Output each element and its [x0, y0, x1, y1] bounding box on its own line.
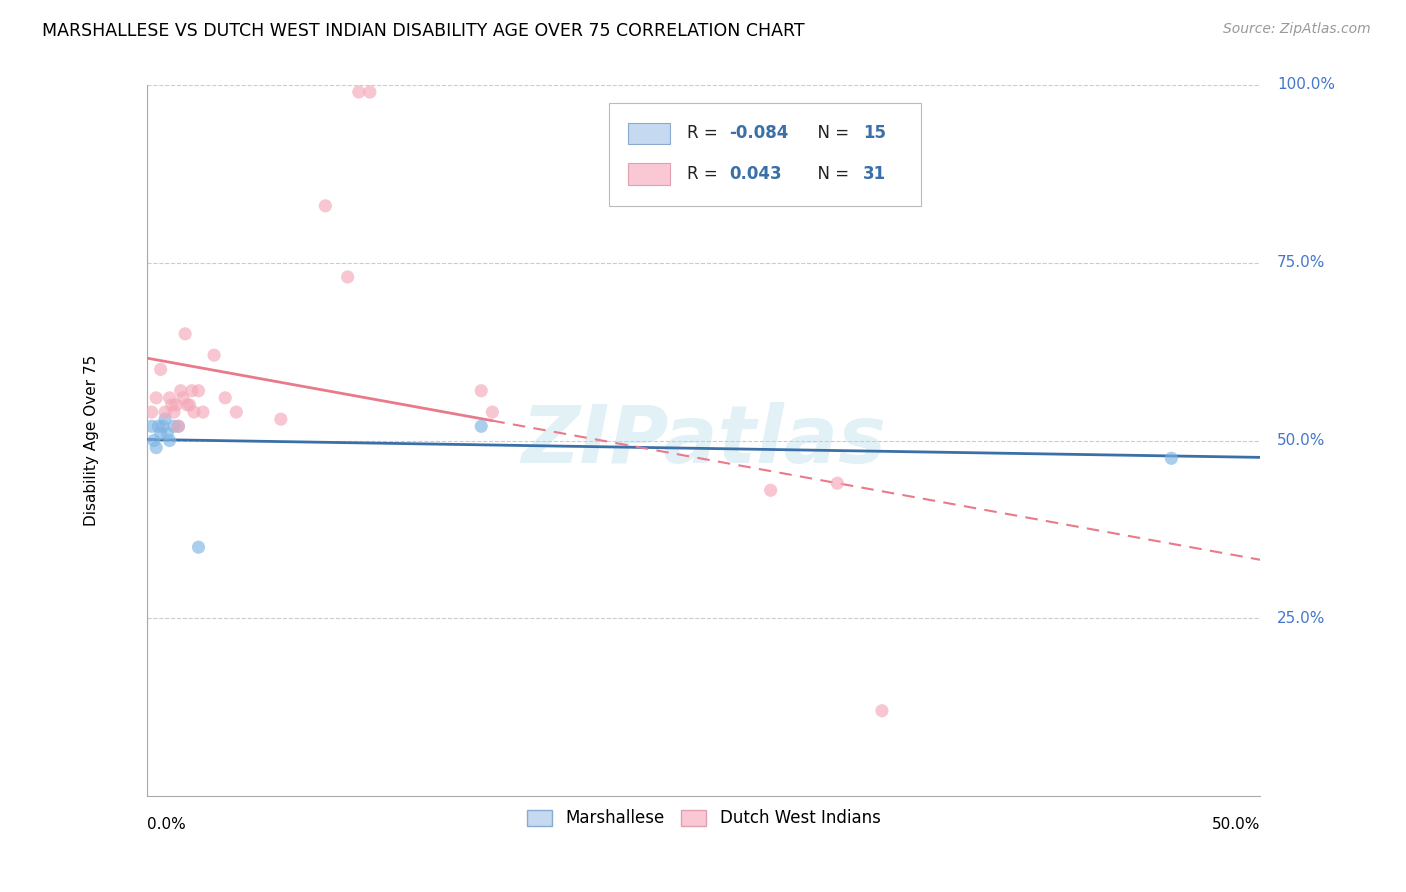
Point: [359, 85, 381, 99]
Point: [174, 326, 197, 341]
Point: [148, 419, 170, 434]
Point: [153, 405, 176, 419]
Text: 0.0%: 0.0%: [148, 817, 186, 832]
Point: [314, 199, 336, 213]
Text: MARSHALLESE VS DUTCH WEST INDIAN DISABILITY AGE OVER 75 CORRELATION CHART: MARSHALLESE VS DUTCH WEST INDIAN DISABIL…: [42, 22, 804, 40]
Text: 75.0%: 75.0%: [1277, 255, 1326, 270]
Point: [159, 434, 181, 448]
Point: [191, 405, 214, 419]
Point: [180, 384, 202, 398]
Point: [149, 426, 172, 441]
Point: [153, 412, 176, 426]
Text: 50.0%: 50.0%: [1277, 433, 1326, 448]
Point: [141, 405, 163, 419]
Point: [827, 476, 849, 491]
Point: [870, 704, 893, 718]
Point: [183, 405, 205, 419]
Text: 100.0%: 100.0%: [1277, 78, 1336, 93]
Point: [176, 398, 198, 412]
Text: Source: ZipAtlas.com: Source: ZipAtlas.com: [1223, 22, 1371, 37]
FancyBboxPatch shape: [609, 103, 921, 206]
Bar: [628, 163, 671, 185]
Point: [165, 398, 187, 412]
Text: N =: N =: [807, 165, 855, 183]
Point: [759, 483, 782, 498]
Point: [143, 434, 166, 448]
Text: 0.043: 0.043: [730, 165, 782, 183]
Bar: [628, 122, 671, 144]
Point: [145, 441, 167, 455]
Point: [141, 419, 163, 434]
Text: R =: R =: [688, 124, 723, 143]
Point: [202, 348, 225, 362]
Point: [170, 384, 193, 398]
Text: ZIPatlas: ZIPatlas: [522, 401, 886, 480]
Point: [187, 540, 209, 554]
Text: 25.0%: 25.0%: [1277, 611, 1326, 626]
Point: [225, 405, 247, 419]
Point: [336, 269, 359, 284]
Point: [160, 398, 183, 412]
Point: [156, 426, 179, 441]
Text: N =: N =: [807, 124, 855, 143]
Point: [167, 419, 190, 434]
Point: [172, 391, 194, 405]
Text: Disability Age Over 75: Disability Age Over 75: [84, 355, 100, 526]
Point: [167, 419, 190, 434]
Point: [179, 398, 201, 412]
Text: -0.084: -0.084: [730, 124, 789, 143]
Text: R =: R =: [688, 165, 728, 183]
Point: [347, 85, 370, 99]
Point: [470, 384, 492, 398]
Point: [214, 391, 236, 405]
Point: [159, 391, 181, 405]
Point: [470, 419, 492, 434]
Text: 31: 31: [863, 165, 886, 183]
Point: [163, 405, 186, 419]
Point: [270, 412, 292, 426]
Point: [145, 391, 167, 405]
Text: 15: 15: [863, 124, 886, 143]
Text: 50.0%: 50.0%: [1212, 817, 1260, 832]
Point: [481, 405, 503, 419]
Legend: Marshallese, Dutch West Indians: Marshallese, Dutch West Indians: [520, 803, 887, 834]
Point: [1160, 451, 1182, 466]
Point: [163, 419, 186, 434]
Point: [187, 384, 209, 398]
Point: [152, 419, 174, 434]
Point: [149, 362, 172, 376]
